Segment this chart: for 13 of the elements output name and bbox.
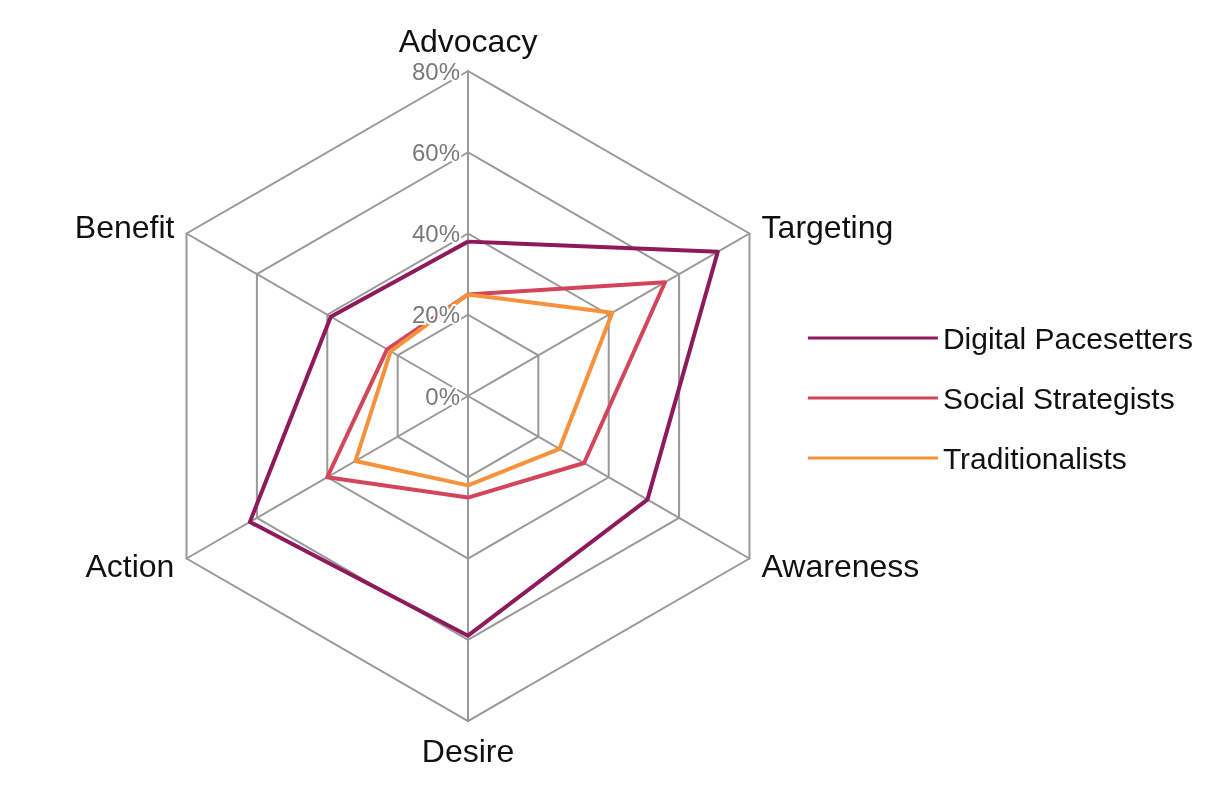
spoke-label: Advocacy [398, 23, 538, 59]
legend-label: Digital Pacesetters [942, 321, 1193, 355]
spoke-label: Benefit [74, 208, 175, 245]
spoke-label: Desire [421, 733, 515, 769]
spoke-label: Targeting [761, 208, 894, 245]
y-tick-label: 60% [411, 138, 460, 166]
spoke-label: Action [85, 547, 175, 584]
y-tick-label: 0% [425, 382, 460, 410]
legend-label: Traditionalists [942, 441, 1127, 475]
spoke-label: Awareness [761, 547, 920, 584]
legend-label: Social Strategists [942, 381, 1175, 415]
y-tick-label: 40% [411, 220, 460, 247]
y-tick-label: 80% [411, 57, 460, 85]
